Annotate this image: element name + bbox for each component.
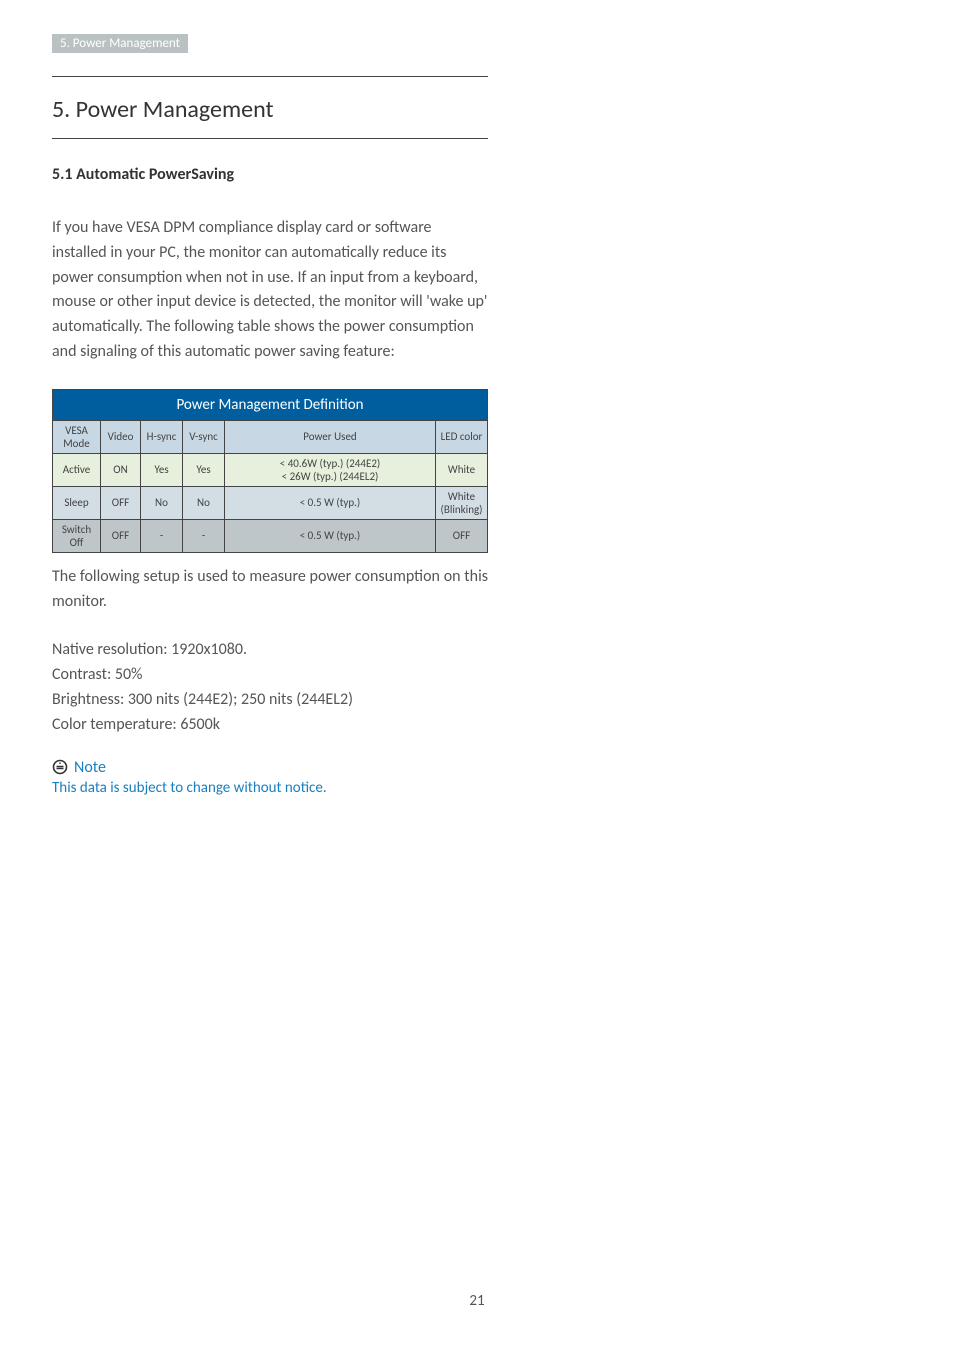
power-management-table: Power Management Definition VESA Mode Vi… (52, 389, 488, 553)
table-cell: < 0.5 W (typ.) (225, 519, 436, 552)
content-column: 5. Power Management 5.1 Automatic PowerS… (52, 76, 488, 797)
table-cell: OFF (101, 486, 141, 519)
table-row: Active ON Yes Yes < 40.6W (typ.) (244E2)… (53, 453, 488, 486)
specs-block: Native resolution: 1920x1080. Contrast: … (52, 638, 488, 737)
page: 5. Power Management 5. Power Management … (0, 0, 954, 1350)
table-cell: Sleep (53, 486, 101, 519)
spec-line: Color temperature: 6500k (52, 715, 220, 734)
table-cell: OFF (101, 519, 141, 552)
note-icon (52, 759, 68, 775)
table-cell: Active (53, 453, 101, 486)
table-header-cell: Video (101, 420, 141, 453)
table-header-cell: VESA Mode (53, 420, 101, 453)
table-title: Power Management Definition (53, 389, 488, 420)
page-number: 21 (0, 1292, 954, 1310)
intro-paragraph: If you have VESA DPM compliance display … (52, 216, 488, 365)
table-header-row: VESA Mode Video H-sync V-sync Power Used… (53, 420, 488, 453)
table-cell: OFF (436, 519, 488, 552)
followup-paragraph: The following setup is used to measure p… (52, 565, 488, 615)
page-title: 5. Power Management (52, 95, 488, 124)
spec-line: Contrast: 50% (52, 665, 143, 684)
spec-line: Native resolution: 1920x1080. (52, 640, 247, 659)
table-header-cell: V-sync (183, 420, 225, 453)
table-cell: Yes (141, 453, 183, 486)
note-title: Note (74, 758, 106, 777)
table-cell: No (183, 486, 225, 519)
section-heading: 5.1 Automatic PowerSaving (52, 165, 488, 184)
table-cell: - (141, 519, 183, 552)
table-cell: < 0.5 W (typ.) (225, 486, 436, 519)
note-body: This data is subject to change without n… (52, 779, 488, 797)
rule-mid (52, 138, 488, 139)
spec-line: Brightness: 300 nits (244E2); 250 nits (… (52, 690, 353, 709)
table-cell: No (141, 486, 183, 519)
table-header-cell: LED color (436, 420, 488, 453)
table-header-cell: H-sync (141, 420, 183, 453)
rule-top (52, 76, 488, 77)
table-row: Switch Off OFF - - < 0.5 W (typ.) OFF (53, 519, 488, 552)
note-header: Note (52, 758, 488, 777)
table-cell: ON (101, 453, 141, 486)
table-row: Sleep OFF No No < 0.5 W (typ.) White(Bli… (53, 486, 488, 519)
header-tag: 5. Power Management (52, 34, 188, 53)
table-header-cell: Power Used (225, 420, 436, 453)
table-cell: Switch Off (53, 519, 101, 552)
table-cell: < 40.6W (typ.) (244E2)< 26W (typ.) (244E… (225, 453, 436, 486)
table-cell: White (436, 453, 488, 486)
table-cell: Yes (183, 453, 225, 486)
table-cell: - (183, 519, 225, 552)
table-cell: White(Blinking) (436, 486, 488, 519)
